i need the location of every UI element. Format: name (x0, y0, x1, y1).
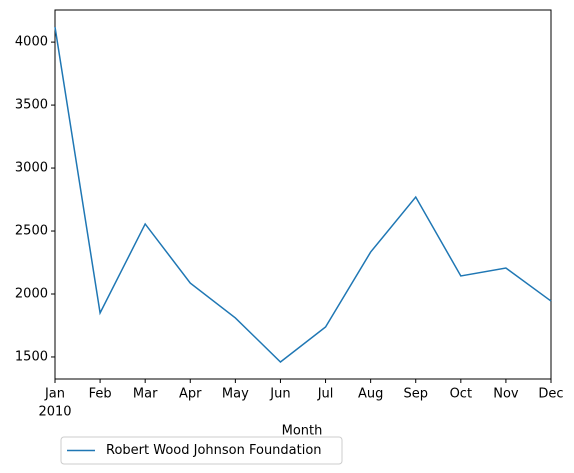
y-tick-label: 3500 (15, 98, 48, 113)
x-tick-label: Dec (538, 387, 563, 402)
x-tick-label: Jan (44, 387, 65, 402)
x-tick-label: Nov (493, 387, 519, 402)
data-line (54, 26, 552, 363)
x-tick-label: Mar (133, 387, 158, 402)
x-tick-label: Jun (269, 387, 290, 402)
legend-box (60, 436, 343, 465)
x-tick-label: Jul (317, 387, 334, 402)
x-tick-label: Feb (89, 387, 112, 402)
legend-label: Robert Wood Johnson Foundation (106, 443, 322, 458)
y-tick-label: 1500 (15, 349, 48, 364)
x-tick-label: Sep (403, 387, 428, 402)
y-tick-label: 2500 (15, 224, 48, 239)
year-label: 2010 (38, 405, 71, 420)
y-tick-label: 2000 (15, 286, 48, 301)
x-axis-label: Month (282, 424, 323, 439)
x-tick-label: May (222, 387, 249, 402)
x-tick-label: Oct (450, 387, 472, 402)
x-tick-label: Apr (179, 387, 202, 402)
x-tick-label: Aug (358, 387, 383, 402)
y-tick-label: 3000 (15, 161, 48, 176)
plot-frame (54, 9, 552, 380)
y-tick-label: 4000 (15, 35, 48, 50)
